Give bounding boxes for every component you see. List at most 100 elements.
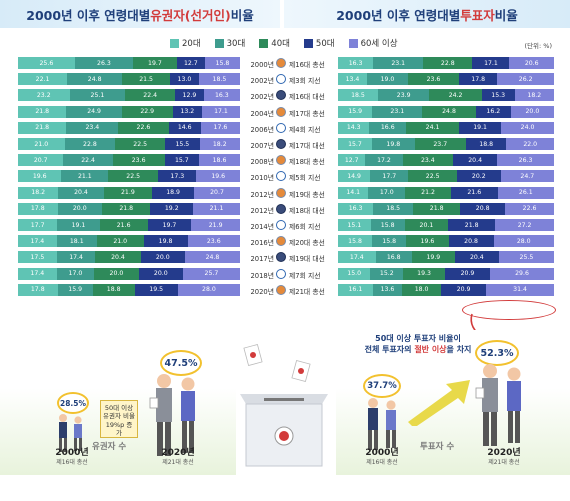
voters-bar-row: 25.6 26.3 19.7 12.7 15.8 [18, 57, 240, 69]
voters-bar-segment-20s: 17.7 [18, 219, 58, 231]
turnout-bar-segment-40s: 19.3 [403, 267, 445, 280]
voters-bar-segment-40s: 22.9 [121, 105, 173, 118]
voters-bar-segment-20s: 17.4 [18, 235, 57, 248]
turnout-callout-highlight: 절반 이상 [414, 344, 447, 354]
turnout-bar-segment-20s: 12.7 [338, 154, 366, 167]
voters-elec-2000-text: 제16대 총선 [56, 458, 88, 466]
turnout-bar-segment-40s: 20.1 [404, 219, 449, 231]
legend-label-40s: 40대 [271, 39, 290, 49]
voters-bar-segment-30s: 18.1 [56, 235, 97, 248]
year-label: 2018년 [250, 271, 274, 280]
turnout-bar-segment-40s: 22.8 [423, 57, 473, 69]
turnout-bar-row: 14.3 16.6 24.1 19.1 24.0 [338, 121, 554, 134]
turnout-bar-segment-20s: 17.4 [338, 251, 376, 264]
voters-bar-segment-40s: 20.4 [95, 251, 141, 264]
year-label: 2007년 [250, 142, 274, 150]
turnout-bar-segment-50s: 20.8 [460, 202, 506, 215]
legend-swatch-30s [214, 38, 224, 48]
voters-bar-segment-50s: 19.5 [134, 283, 178, 296]
election-label: 제7회 지선 [289, 271, 321, 280]
local-election-icon [276, 268, 286, 279]
assembly-election-icon [276, 187, 286, 198]
ballot-box-icon [240, 344, 328, 467]
turnout-bar-row: 13.4 19.0 23.6 17.8 26.2 [338, 73, 554, 86]
legend-swatch-60plus [348, 38, 358, 48]
turnout-bar-segment-50s: 20.4 [454, 251, 499, 264]
increase-arrow-icon [408, 380, 470, 426]
voters-2020-people-icon [149, 374, 195, 456]
voters-bar-row: 17.4 18.1 21.0 19.8 23.6 [18, 235, 240, 248]
turnout-bar-segment-50s: 20.9 [444, 267, 491, 280]
turnout-2000-pct-bubble: 37.7% [363, 374, 401, 398]
turnout-year-2000: 2000년 제16대 총선 [356, 448, 408, 466]
turnout-bar-segment-30s: 19.8 [371, 138, 415, 150]
turnout-bar-segment-40s: 19.6 [406, 235, 449, 248]
turnout-bar-segment-20s: 14.3 [338, 121, 370, 134]
voters-bar-segment-50s: 12.9 [175, 89, 204, 102]
turnout-bar-segment-50s: 20.4 [453, 154, 498, 167]
voters-bar-segment-30s: 19.1 [57, 219, 100, 231]
voters-bar-row: 23.2 25.1 22.4 12.9 16.3 [18, 89, 240, 102]
turnout-bar-segment-20s: 15.0 [338, 267, 371, 280]
turnout-bar-segment-50s: 20.9 [441, 283, 487, 296]
turnout-bar-segment-20s: 18.5 [338, 89, 378, 102]
turnout-bar-segment-50s: 15.3 [481, 89, 515, 102]
voters-bar-segment-20s: 23.2 [18, 89, 70, 102]
turnout-bar-segment-30s: 15.2 [370, 267, 404, 280]
year-label: 2017년 [250, 255, 274, 264]
election-label: 제18대 총선 [289, 158, 325, 167]
voters-bar-segment-50s: 14.6 [168, 121, 201, 134]
turnout-bar-segment-50s: 20.8 [448, 235, 494, 248]
election-label: 제16대 대선 [289, 93, 325, 102]
voters-bar-segment-50s: 13.0 [169, 73, 199, 86]
turnout-bar-segment-30s: 16.8 [375, 251, 412, 264]
turnout-bar-segment-60plus: 20.0 [510, 105, 554, 118]
turnout-year-2000-text: 2000년 [365, 448, 399, 458]
turnout-bar-segment-20s: 16.3 [338, 202, 374, 215]
voters-increase-text: 50대 이상 유권자 비율 19%p 증가 [103, 404, 135, 438]
turnout-elec-2020-text: 제21대 총선 [488, 458, 520, 466]
turnout-year-2020-text: 2020년 [487, 448, 521, 458]
voters-ground-label: 유권자 수 [92, 442, 127, 452]
voters-bar-segment-30s: 24.8 [67, 73, 123, 86]
voters-bar-segment-50s: 13.2 [172, 105, 202, 118]
election-label: 제3회 지선 [289, 77, 321, 86]
turnout-ground-label: 투표자 수 [420, 442, 455, 452]
voters-bar-row: 22.1 24.8 21.5 13.0 18.5 [18, 73, 240, 86]
turnout-bar-segment-60plus: 26.1 [497, 186, 554, 199]
turnout-bar-segment-20s: 15.9 [338, 105, 373, 118]
turnout-2000-pct: 37.7% [367, 381, 397, 391]
turnout-bar-segment-40s: 23.4 [402, 154, 454, 167]
voters-2020-pct: 47.5% [164, 357, 198, 369]
year-label: 2012년 [250, 206, 274, 215]
turnout-bar-row: 14.1 17.0 21.2 21.6 26.1 [338, 186, 554, 199]
voters-bar-segment-60plus: 18.6 [199, 154, 240, 167]
voters-bar-segment-40s: 19.7 [133, 57, 177, 69]
voters-bar-segment-50s: 18.9 [152, 186, 195, 199]
voters-bar-row: 21.8 24.9 22.9 13.2 17.1 [18, 105, 240, 118]
voters-bar-segment-40s: 22.5 [108, 170, 159, 183]
turnout-2020-pct: 52.3% [480, 347, 514, 359]
election-label: 제20대 총선 [289, 239, 325, 248]
year-label: 2010년 [250, 174, 274, 183]
local-election-icon [276, 74, 286, 85]
unit-label: (단위: %) [524, 42, 552, 50]
assembly-election-icon [276, 106, 286, 117]
voters-bar-segment-60plus: 23.6 [187, 235, 240, 248]
voters-bar-segment-40s: 20.0 [94, 267, 139, 280]
voters-bar-segment-30s: 20.0 [57, 202, 102, 215]
turnout-bar-segment-60plus: 25.5 [498, 251, 554, 264]
voters-bar-segment-50s: 17.3 [158, 170, 197, 183]
turnout-2020-people-icon [475, 364, 521, 446]
voters-year-2000-text: 2000년 [55, 448, 89, 458]
election-label: 제4회 지선 [289, 125, 321, 134]
voters-bar-segment-50s: 20.0 [140, 251, 185, 264]
turnout-bar-row: 14.9 17.7 22.5 20.2 24.7 [338, 170, 554, 183]
turnout-bar-segment-50s: 17.1 [472, 57, 510, 69]
turnout-bar-segment-30s: 17.7 [370, 170, 409, 183]
voters-bar-row: 21.0 22.8 22.5 15.5 18.2 [18, 138, 240, 150]
assembly-election-icon [276, 155, 286, 166]
turnout-bar-segment-60plus: 26.3 [497, 154, 554, 167]
voters-bar-segment-20s: 17.8 [18, 202, 58, 215]
turnout-year-2020: 2020년 제21대 총선 [476, 448, 532, 466]
